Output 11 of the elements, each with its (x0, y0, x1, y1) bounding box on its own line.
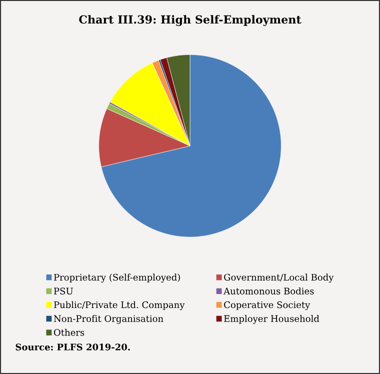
legend-label: Automonous Bodies (224, 287, 314, 294)
legend-label: Non-Profit Organisation (54, 315, 164, 324)
legend-label: Employer Household (224, 315, 320, 324)
chart-title: Chart III.39: High Self-Employment (79, 15, 302, 26)
legend-label: PSU (54, 288, 73, 294)
legend-label: Proprietary (Self-employed) (54, 274, 180, 283)
legend-label: Coperative Society (224, 301, 310, 310)
legend-label: Government/Local Body (224, 274, 334, 283)
legend-label: Others (54, 328, 84, 336)
source-note: Source: PLFS 2019-20. (16, 344, 130, 350)
legend-label: Public/Private Ltd. Company (54, 301, 185, 310)
